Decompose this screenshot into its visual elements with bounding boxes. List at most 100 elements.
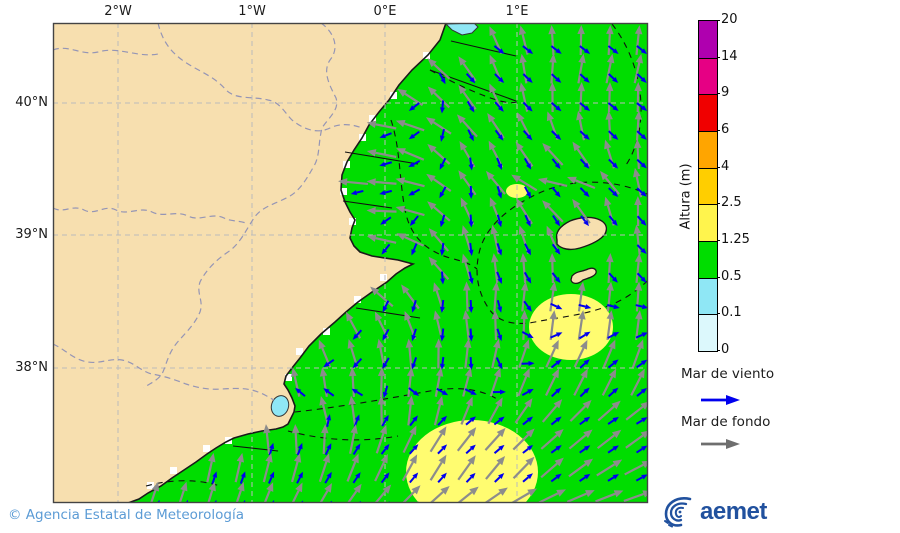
wind-sea-vector-arrow	[607, 390, 615, 398]
swell-vector-arrow-head	[572, 198, 581, 209]
swell-vector-arrow-head	[433, 282, 441, 292]
swell-vector-arrow	[624, 463, 644, 476]
wind-sea-vector-arrow	[327, 358, 335, 365]
swell-vector-arrow-head	[519, 82, 527, 92]
wind-sea-vector-arrow	[608, 506, 614, 509]
wind-sea-vector-arrow	[408, 447, 416, 455]
swell-vector-arrow-head	[519, 53, 527, 64]
wind-sea-vector-arrow-head	[468, 306, 474, 313]
coastal-no-data-cell	[390, 92, 397, 99]
swell-vector-arrow-head	[604, 196, 612, 207]
wind-sea-vector-arrow-head	[408, 162, 415, 168]
swell-vector-arrow	[379, 375, 383, 398]
wind-sea-vector-arrow-head	[526, 134, 533, 141]
swell-vector-arrow	[318, 461, 328, 483]
wind-sea-vector-arrow	[496, 299, 501, 308]
swell-vector-arrow-head	[428, 256, 438, 267]
wind-sea-vector-arrow	[636, 506, 642, 509]
swell-vector-arrow	[149, 489, 157, 503]
wind-sea-vector-arrow-head	[612, 105, 619, 112]
wind-sea-vector-arrow	[239, 476, 245, 484]
swell-vector-arrow	[263, 490, 271, 503]
wind-sea-vector-arrow	[409, 506, 414, 511]
swell-vector-arrow-head	[599, 170, 609, 181]
swell-vector-arrow-head	[291, 424, 300, 434]
wave-height-contour-solid	[344, 151, 419, 165]
wind-sea-vector-arrow-head	[468, 363, 474, 370]
swell-vector-arrow-head	[436, 395, 444, 406]
wind-sea-vector-arrow-head	[498, 444, 505, 451]
swell-vector-arrow	[604, 177, 620, 195]
swell-vector-arrow	[630, 376, 642, 396]
swell-vector-arrow-head	[492, 281, 500, 291]
swell-vector-arrow	[429, 461, 443, 481]
wind-sea-vector-arrow	[381, 506, 386, 511]
wind-sea-vector-arrow	[493, 45, 501, 52]
wind-sea-vector-arrow	[551, 158, 558, 166]
swell-vector-arrow	[433, 206, 451, 222]
swell-vector-arrow-head	[338, 178, 348, 186]
wind-sea-vector-arrow	[409, 476, 416, 484]
wind-sea-vector-arrow	[326, 419, 330, 428]
swell-vector-arrow	[346, 180, 369, 186]
wind-sea-vector-arrow-head	[497, 362, 503, 370]
swell-vector-arrow-head	[426, 173, 436, 183]
swell-vector-arrow-head	[546, 111, 555, 122]
wind-sea-vector-arrow	[352, 448, 359, 456]
swell-vector-arrow	[457, 461, 472, 481]
wind-sea-vector-arrow-head	[383, 414, 389, 422]
wind-sea-vector-arrow-head	[555, 76, 562, 83]
swell-vector-arrow-head	[522, 339, 530, 350]
wind-sea-vector-arrow-head	[412, 390, 420, 397]
swell-vector-arrow	[462, 120, 478, 138]
swell-vector-arrow	[403, 122, 425, 132]
colorbar-tick-mark	[717, 56, 720, 58]
swell-arrow-icon	[701, 439, 740, 449]
wind-sea-vector-arrow-head	[441, 415, 447, 422]
colorbar-segment	[699, 21, 717, 58]
swell-vector-arrow	[489, 375, 499, 397]
wind-sea-vector-arrow-head	[526, 305, 532, 312]
wind-sea-vector-arrow-head	[468, 335, 474, 342]
swell-vector-arrow-head	[612, 459, 623, 468]
swell-vector-arrow-head	[397, 88, 408, 97]
wind-sea-vector-arrow-head	[584, 331, 591, 337]
swell-vector-arrow-head	[605, 82, 614, 92]
wind-sea-vector-arrow-head	[526, 77, 533, 83]
swell-vector-arrow-head	[409, 425, 417, 436]
wind-sea-vector-arrow-head	[641, 503, 648, 508]
swell-vector-arrow-head	[489, 26, 497, 37]
wind-sea-vector-arrow	[352, 476, 359, 484]
wind-sea-vector-arrow	[496, 157, 501, 165]
swell-vector-arrow-head	[527, 488, 537, 497]
swell-vector-arrow-head	[634, 253, 643, 263]
wind-sea-vector-arrow-head	[612, 474, 620, 480]
swell-vector-arrow-head	[433, 310, 441, 321]
wind-sea-vector-arrow-head	[381, 248, 388, 255]
wind-sea-vector-arrow	[550, 333, 558, 339]
wind-sea-vector-arrow-head	[641, 332, 648, 338]
wind-sea-vector-arrow-head	[297, 442, 303, 450]
wind-sea-vector-arrow	[523, 506, 529, 510]
wind-sea-vector-arrow	[579, 419, 586, 426]
wind-sea-vector-arrow-head	[497, 306, 503, 313]
wind-sea-vector-arrow	[496, 214, 501, 222]
swell-vector-arrow-head	[322, 453, 330, 463]
swell-vector-arrow	[404, 150, 425, 161]
wind-sea-vector-arrow	[465, 447, 473, 455]
wind-sea-vector-arrow	[413, 130, 420, 137]
wind-sea-vector-arrow	[550, 447, 558, 454]
swell-vector-arrow-head	[401, 284, 410, 294]
swell-vector-arrow-head	[395, 177, 406, 185]
wind-sea-vector-arrow	[494, 73, 501, 80]
wind-sea-vector-arrow-head	[526, 277, 532, 284]
swell-vector-arrow-head	[425, 117, 436, 126]
swell-vector-arrow	[545, 347, 556, 368]
wind-sea-vector-arrow	[412, 357, 418, 365]
swell-vector-arrow	[633, 62, 641, 84]
swell-vector-arrow-head	[464, 367, 473, 378]
swell-vector-arrow-head	[318, 339, 326, 350]
swell-vector-arrow-head	[611, 400, 621, 410]
swell-vector-arrow	[576, 148, 591, 167]
wind-sea-vector-arrow-head	[383, 443, 390, 451]
